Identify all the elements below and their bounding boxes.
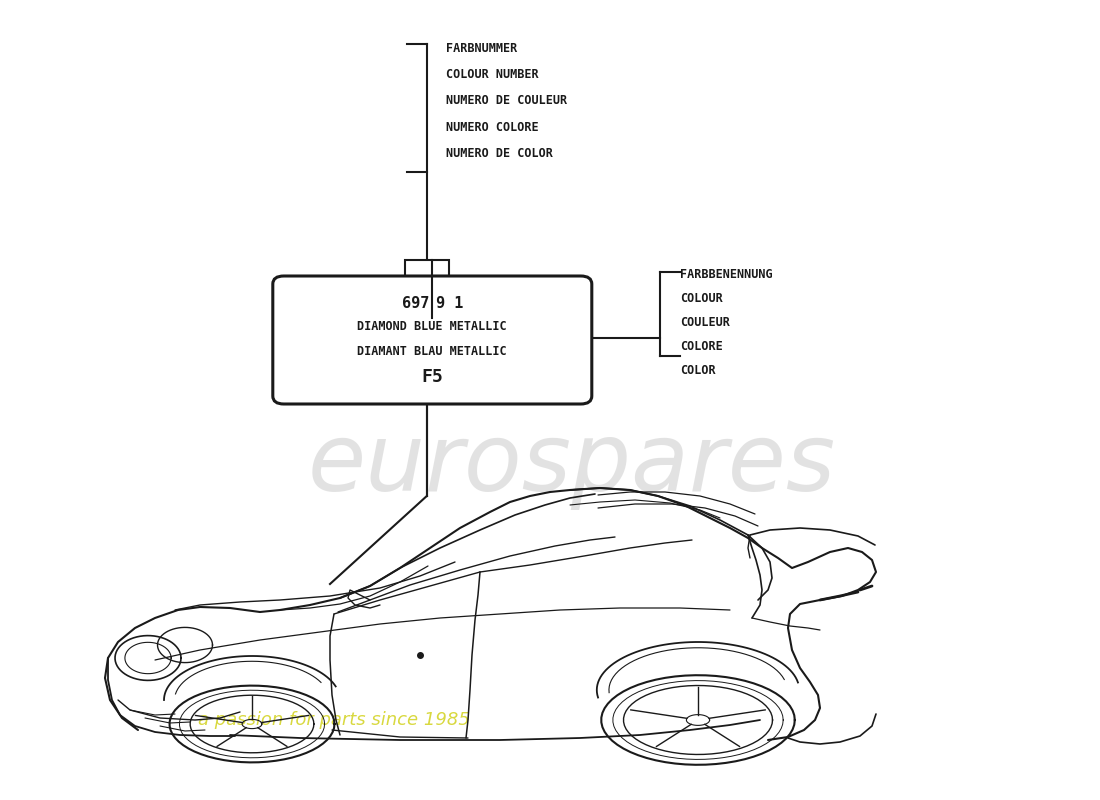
Text: FARBNUMMER: FARBNUMMER: [446, 42, 517, 54]
Text: NUMERO COLORE: NUMERO COLORE: [446, 121, 538, 134]
Text: 697: 697: [402, 295, 429, 310]
Text: COLORE: COLORE: [680, 340, 723, 353]
Text: COULEUR: COULEUR: [680, 316, 729, 329]
Text: FARBBENENNUNG: FARBBENENNUNG: [680, 268, 772, 281]
Bar: [405, 260, 449, 284]
Text: eurospares: eurospares: [308, 418, 836, 510]
Text: COLOR: COLOR: [680, 364, 715, 377]
Text: a passion for parts since 1985: a passion for parts since 1985: [198, 711, 470, 729]
Text: 9 1: 9 1: [436, 295, 463, 310]
Text: COLOUR NUMBER: COLOUR NUMBER: [446, 68, 538, 81]
Text: DIAMANT BLAU METALLIC: DIAMANT BLAU METALLIC: [358, 345, 507, 358]
Text: NUMERO DE COLOR: NUMERO DE COLOR: [446, 147, 552, 160]
Text: NUMERO DE COULEUR: NUMERO DE COULEUR: [446, 94, 566, 107]
Text: F5: F5: [421, 368, 443, 386]
Text: COLOUR: COLOUR: [680, 292, 723, 305]
FancyBboxPatch shape: [273, 276, 592, 404]
Text: DIAMOND BLUE METALLIC: DIAMOND BLUE METALLIC: [358, 320, 507, 333]
